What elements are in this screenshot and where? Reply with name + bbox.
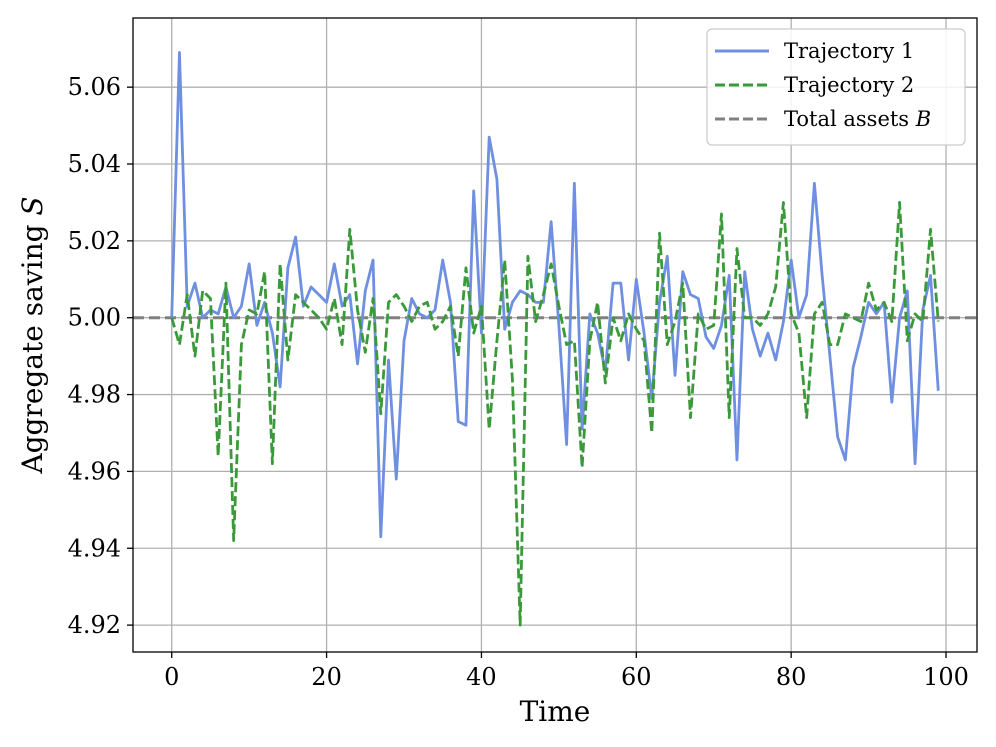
- y-axis-label-text: Aggregate saving: [16, 216, 49, 475]
- y-axis-label-symbol: S: [16, 196, 49, 215]
- x-tick-label: 100: [923, 663, 969, 691]
- y-tick-label: 4.96: [68, 457, 121, 485]
- x-tick-label: 20: [311, 663, 342, 691]
- legend-label: Trajectory 1: [784, 39, 914, 63]
- x-tick-label: 60: [621, 663, 652, 691]
- x-axis-label: Time: [520, 695, 591, 728]
- trajectory-1-line: [170, 51, 940, 539]
- y-tick-label: 5.00: [68, 304, 121, 332]
- legend-label: Trajectory 2: [784, 73, 914, 97]
- legend-label-symbol: B: [915, 107, 931, 131]
- y-tick-label: 4.98: [68, 381, 121, 409]
- y-tick-label: 4.92: [68, 611, 121, 639]
- plot-frame: [132, 17, 978, 653]
- y-tick-label: 4.94: [68, 534, 121, 562]
- legend: Trajectory 1 Trajectory 2 Total assets B: [706, 28, 966, 146]
- x-tick-label: 0: [164, 663, 179, 691]
- y-tick-label: 5.02: [68, 227, 121, 255]
- legend-box: [706, 28, 966, 146]
- series-layer: [170, 51, 940, 627]
- legend-label: Total assets B: [784, 107, 931, 131]
- y-tick-label: 5.04: [68, 150, 121, 178]
- y-axis-label: Aggregate saving S: [16, 196, 49, 474]
- x-tick-label: 40: [466, 663, 497, 691]
- axis-ticks: 0 20 40 60 80 100 4.92 4.94 4.96 4.98 5.00 5.02 5.04…: [68, 73, 969, 691]
- legend-label-text: Total assets: [784, 107, 916, 131]
- y-tick-label: 5.06: [68, 73, 121, 101]
- x-tick-label: 80: [776, 663, 807, 691]
